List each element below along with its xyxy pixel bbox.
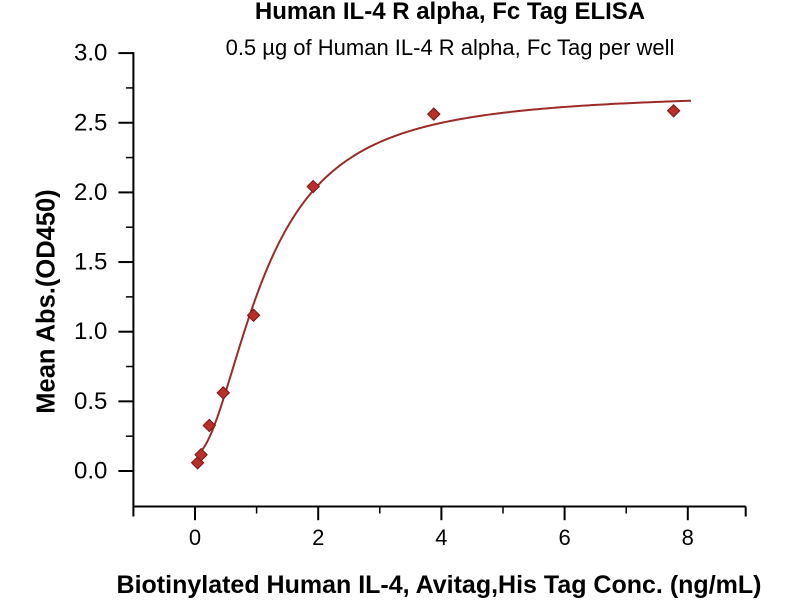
svg-text:3.0: 3.0 [74,40,107,67]
svg-text:2.5: 2.5 [74,109,107,136]
svg-text:2: 2 [312,525,324,550]
svg-text:2.0: 2.0 [74,179,107,206]
svg-text:0: 0 [189,525,201,550]
svg-text:1.5: 1.5 [74,249,107,276]
svg-text:1.0: 1.0 [74,318,107,345]
svg-text:4: 4 [435,525,447,550]
svg-text:0.5: 0.5 [74,388,107,415]
svg-text:6: 6 [558,525,570,550]
svg-text:0.0: 0.0 [74,458,107,485]
svg-text:8: 8 [682,525,694,550]
